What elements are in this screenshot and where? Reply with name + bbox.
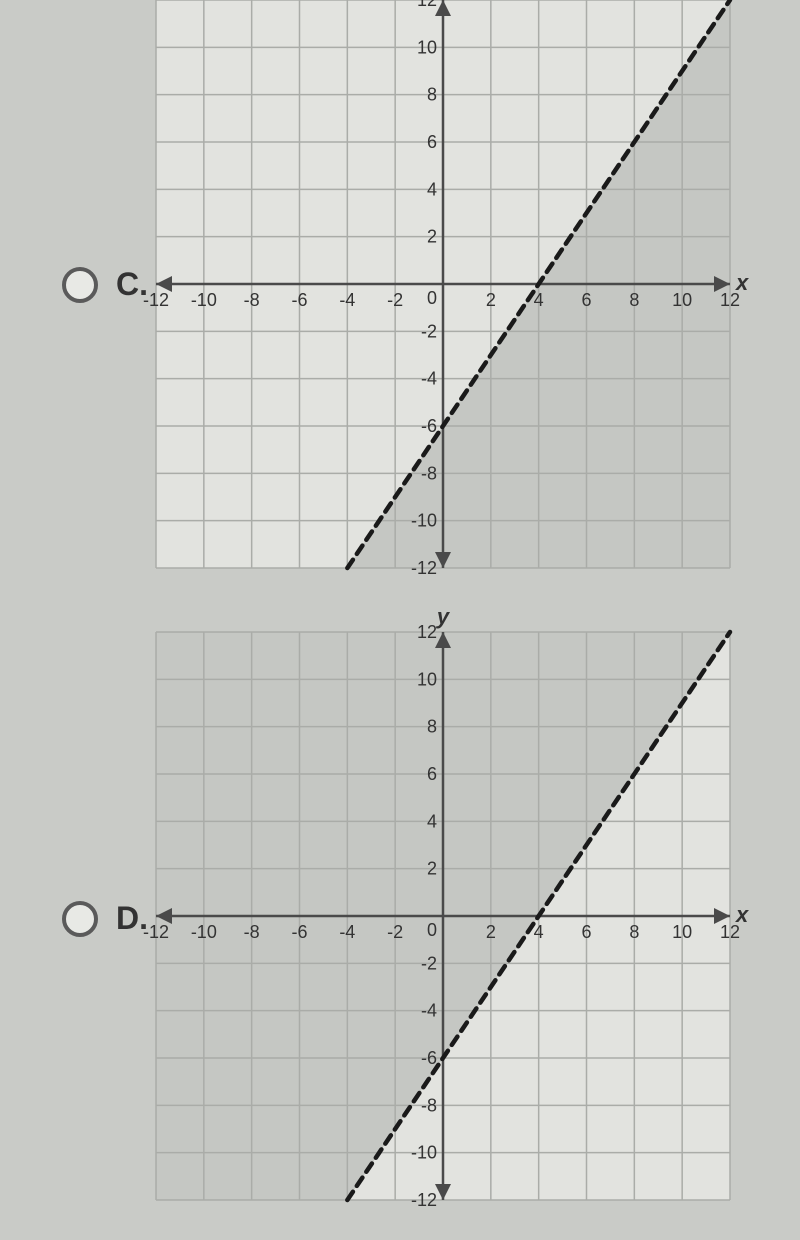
svg-text:-4: -4 <box>421 369 437 389</box>
svg-text:8: 8 <box>629 922 639 942</box>
radio-d[interactable] <box>62 901 98 937</box>
svg-text:-6: -6 <box>291 290 307 310</box>
chart-d: -12-10-8-6-4-2024681012-12-10-8-6-4-2246… <box>156 632 730 1200</box>
svg-text:0: 0 <box>427 920 437 940</box>
svg-text:-6: -6 <box>421 416 437 436</box>
svg-text:2: 2 <box>486 922 496 942</box>
svg-text:0: 0 <box>427 288 437 308</box>
option-row-c: C. <box>62 266 148 303</box>
svg-text:-8: -8 <box>421 463 437 483</box>
svg-text:12: 12 <box>417 622 437 642</box>
svg-text:-12: -12 <box>143 922 169 942</box>
chart-c: -12-10-8-6-4-2024681012-12-10-8-6-4-2246… <box>156 0 730 568</box>
svg-text:-10: -10 <box>411 511 437 531</box>
svg-text:2: 2 <box>486 290 496 310</box>
svg-text:x: x <box>735 902 749 927</box>
svg-text:-6: -6 <box>291 922 307 942</box>
svg-text:4: 4 <box>427 811 437 831</box>
svg-text:6: 6 <box>581 922 591 942</box>
svg-text:6: 6 <box>427 764 437 784</box>
radio-c[interactable] <box>62 267 98 303</box>
svg-text:-12: -12 <box>411 558 437 578</box>
svg-text:-2: -2 <box>387 290 403 310</box>
svg-text:8: 8 <box>427 717 437 737</box>
svg-text:-4: -4 <box>421 1001 437 1021</box>
svg-text:12: 12 <box>417 0 437 10</box>
svg-text:10: 10 <box>417 37 437 57</box>
svg-text:2: 2 <box>427 859 437 879</box>
svg-text:-8: -8 <box>244 290 260 310</box>
svg-text:-10: -10 <box>191 922 217 942</box>
svg-text:x: x <box>735 270 749 295</box>
svg-text:-6: -6 <box>421 1048 437 1068</box>
svg-text:10: 10 <box>417 669 437 689</box>
svg-text:-10: -10 <box>411 1143 437 1163</box>
svg-text:y: y <box>436 604 451 629</box>
svg-text:-4: -4 <box>339 922 355 942</box>
svg-text:-10: -10 <box>191 290 217 310</box>
svg-text:6: 6 <box>581 290 591 310</box>
svg-text:-2: -2 <box>421 953 437 973</box>
svg-text:-2: -2 <box>387 922 403 942</box>
svg-text:6: 6 <box>427 132 437 152</box>
svg-text:10: 10 <box>672 922 692 942</box>
svg-text:-12: -12 <box>143 290 169 310</box>
svg-text:-8: -8 <box>244 922 260 942</box>
svg-text:2: 2 <box>427 227 437 247</box>
svg-text:-12: -12 <box>411 1190 437 1210</box>
svg-text:-4: -4 <box>339 290 355 310</box>
option-row-d: D. <box>62 900 148 937</box>
svg-text:4: 4 <box>427 179 437 199</box>
svg-text:8: 8 <box>427 85 437 105</box>
svg-text:-2: -2 <box>421 321 437 341</box>
svg-text:-8: -8 <box>421 1095 437 1115</box>
svg-text:8: 8 <box>629 290 639 310</box>
svg-text:10: 10 <box>672 290 692 310</box>
